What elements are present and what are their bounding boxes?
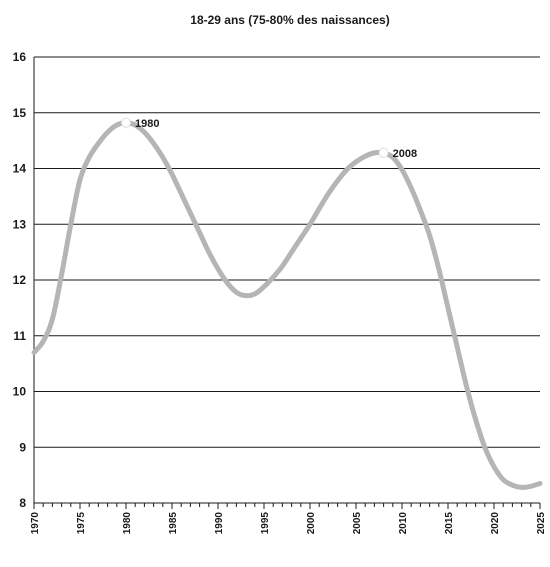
annotation-marker <box>378 147 389 158</box>
x-tick-label: 2020 <box>490 512 501 535</box>
x-tick-label: 2025 <box>536 512 547 535</box>
x-tick-labels: 1970 1975 1980 1985 1990 1995 2000 2005 2010 2015… <box>30 512 547 535</box>
x-tick-label: 1980 <box>122 512 133 535</box>
chart-title: 18-29 ans (75-80% des naissances) <box>190 13 389 27</box>
y-tick-label: 12 <box>13 273 27 287</box>
x-tick-label: 1985 <box>168 512 179 535</box>
x-tick-label: 1975 <box>76 512 87 535</box>
axes <box>33 57 541 509</box>
gridlines <box>34 56 540 448</box>
y-tick-label: 10 <box>13 385 27 399</box>
series-group <box>31 120 543 490</box>
x-tick-label: 2005 <box>352 512 363 535</box>
series-line <box>31 120 543 490</box>
x-tick-label: 1990 <box>214 512 225 535</box>
y-tick-labels: 8 9 10 11 12 13 14 15 16 <box>13 50 27 510</box>
x-tick-label: 2010 <box>398 512 409 535</box>
annotations: 1980 2008 <box>121 117 417 160</box>
x-tick-label: 1995 <box>260 512 271 535</box>
x-tick-label: 2000 <box>306 512 317 535</box>
y-tick-label: 16 <box>13 50 27 64</box>
x-tick-label: 1970 <box>30 512 41 535</box>
y-tick-label: 11 <box>13 329 26 343</box>
annotation-label: 2008 <box>393 148 417 160</box>
annotation-label: 1980 <box>135 118 159 130</box>
x-tick-label: 2015 <box>444 512 455 535</box>
y-tick-label: 14 <box>13 162 27 176</box>
y-tick-label: 9 <box>19 440 26 454</box>
y-tick-label: 8 <box>19 496 26 510</box>
y-tick-label: 15 <box>13 106 27 120</box>
annotation-marker <box>121 117 131 128</box>
y-tick-label: 13 <box>13 217 27 231</box>
